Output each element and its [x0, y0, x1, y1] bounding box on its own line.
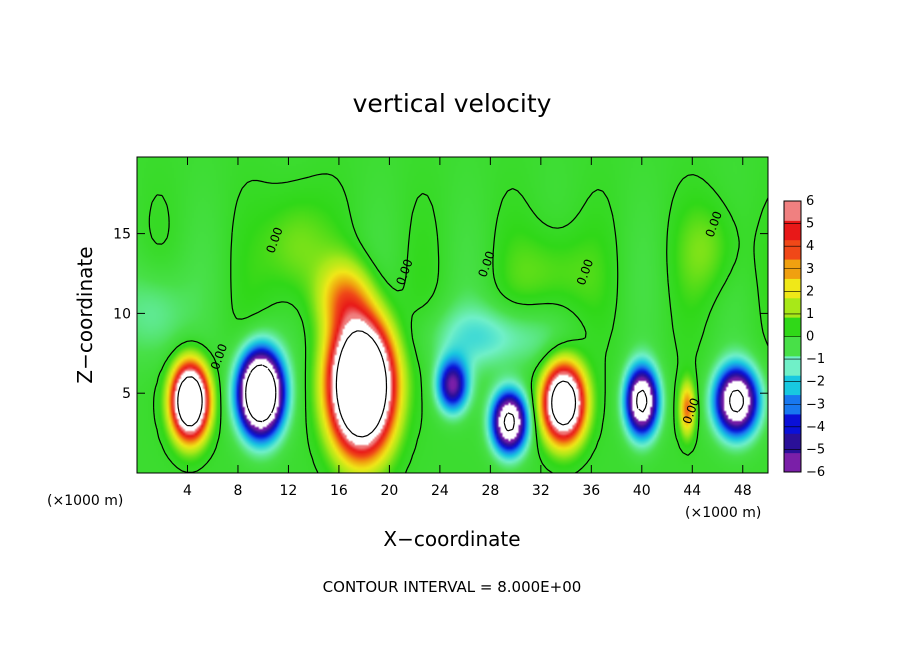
- colorbar-swatch: [784, 239, 801, 260]
- y-axis: 5 10 15: [113, 227, 768, 402]
- y-tick-label: 10: [113, 306, 131, 322]
- colorbar-tick-label: −5: [806, 442, 825, 457]
- colorbar: 6 5 4 3 2 1 0 −1 −2 −3 −4 −5 −6: [783, 194, 825, 480]
- colorbar-swatch: [784, 278, 801, 299]
- colorbar-tick-label: −4: [806, 420, 825, 435]
- y-tick-label: 5: [122, 386, 131, 402]
- colorbar-swatch: [784, 201, 801, 221]
- x-tick-label: 16: [330, 483, 348, 499]
- y-axis-label: Z−coordinate: [73, 246, 97, 383]
- x-tick-label: 40: [633, 483, 651, 499]
- x-tick-label: 24: [431, 483, 449, 499]
- colorbar-swatch: [784, 317, 801, 337]
- colorbar-tick-label: −2: [806, 375, 825, 390]
- colorbar-tick-label: 1: [806, 307, 814, 322]
- contour-lines: [148, 173, 769, 474]
- velocity-field: [137, 157, 768, 473]
- colorbar-tick-label: −3: [806, 397, 825, 412]
- y-tick-label: 15: [113, 227, 131, 243]
- x-tick-label: 36: [582, 483, 600, 499]
- colorbar-tick-label: 5: [806, 217, 814, 232]
- x-axis: 4 8 12 16 20 24 28 32 36 40 44 48: [183, 157, 752, 499]
- x-tick-label: 32: [532, 483, 550, 499]
- colorbar-tick-label: 4: [806, 239, 814, 254]
- colorbar-swatch: [784, 355, 801, 376]
- x-tick-label: 4: [183, 483, 192, 499]
- colorbar-swatch: [784, 413, 801, 434]
- x-tick-label: 20: [380, 483, 398, 499]
- colorbar-tick-label: 6: [806, 194, 814, 209]
- colorbar-swatch: [784, 336, 801, 357]
- x-tick-label: 44: [683, 483, 701, 499]
- x-tick-label: 8: [233, 483, 242, 499]
- colorbar-tick-label: 2: [806, 284, 814, 299]
- contour-minus-8: [245, 364, 744, 432]
- x-tick-label: 28: [481, 483, 499, 499]
- colorbar-tick-label: 0: [806, 330, 814, 345]
- x-units-left: (×1000 m): [47, 493, 123, 509]
- chart-title: vertical velocity: [353, 89, 552, 118]
- colorbar-tick-label: −6: [806, 465, 825, 480]
- contour-interval: CONTOUR INTERVAL = 8.000E+00: [323, 578, 582, 596]
- x-units-right: (×1000 m): [685, 505, 761, 521]
- contour-zero: [148, 173, 769, 474]
- colorbar-tick-label: 3: [806, 262, 814, 277]
- x-tick-label: 48: [734, 483, 752, 499]
- contour-plus-8: [177, 330, 577, 438]
- x-axis-label: X−coordinate: [383, 527, 520, 551]
- colorbar-swatch: [784, 452, 801, 473]
- colorbar-tick-label: −1: [806, 352, 825, 367]
- colorbar-swatch: [784, 220, 801, 241]
- plot-frame: [136, 156, 769, 474]
- plot-area: 0.000.00 0.00 0.000.000.000.00: [136, 156, 769, 474]
- colorbar-swatch: [784, 433, 801, 454]
- colorbar-swatch: [784, 297, 801, 318]
- x-tick-label: 12: [280, 483, 298, 499]
- colorbar-swatch: [784, 375, 801, 396]
